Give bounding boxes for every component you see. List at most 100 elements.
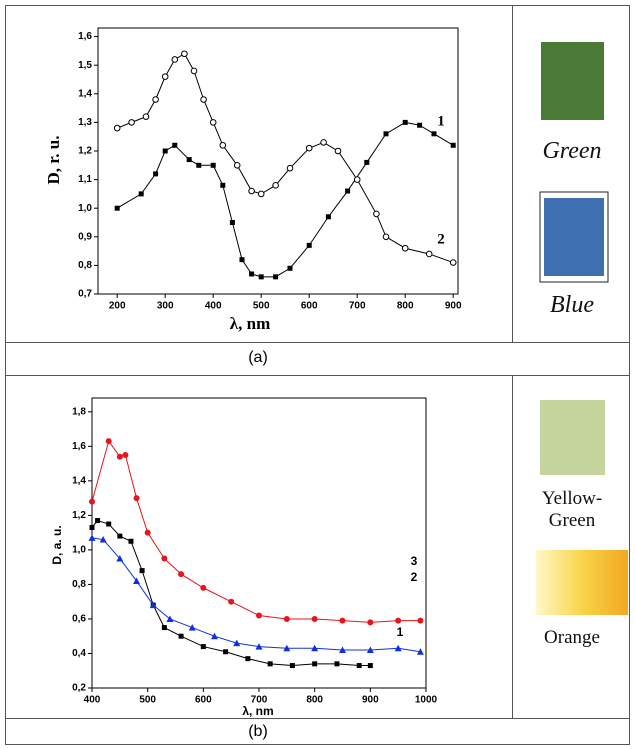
marker <box>320 139 327 146</box>
marker <box>220 182 226 188</box>
marker <box>305 144 313 152</box>
table-frame <box>5 5 630 745</box>
y-tick-label: 1,2 <box>72 510 86 521</box>
plot-frame <box>97 27 459 295</box>
marker <box>312 661 318 667</box>
x-tick-label: 200 <box>109 301 126 312</box>
marker <box>178 571 185 578</box>
marker <box>311 615 318 622</box>
marker <box>450 142 456 148</box>
marker <box>133 495 140 502</box>
y-tick-label: 0,6 <box>72 614 86 625</box>
marker <box>95 518 101 524</box>
y-tick-label: 1,3 <box>78 117 92 128</box>
x-axis-title: λ, nm <box>242 704 273 718</box>
marker <box>395 617 402 624</box>
marker <box>162 148 168 154</box>
marker <box>272 182 279 189</box>
marker <box>382 233 390 241</box>
marker <box>161 625 167 631</box>
y-tick-label: 1,6 <box>72 441 86 452</box>
marker <box>181 50 188 58</box>
swatch-label: Orange <box>544 627 600 648</box>
marker <box>345 188 351 194</box>
swatch-green <box>541 42 604 120</box>
marker <box>267 661 273 667</box>
y-tick-label: 1,0 <box>72 545 86 556</box>
marker <box>105 438 112 445</box>
marker <box>88 534 96 541</box>
marker <box>367 663 373 669</box>
y-tick-label: 0,7 <box>78 289 92 300</box>
marker <box>200 584 207 591</box>
marker <box>139 568 145 574</box>
y-tick-label: 1,5 <box>78 60 92 71</box>
y-tick-label: 0,8 <box>72 579 86 590</box>
marker <box>114 205 120 211</box>
marker <box>417 122 423 128</box>
marker <box>394 644 402 652</box>
marker <box>233 639 241 647</box>
marker <box>286 164 294 172</box>
series-label: 2 <box>411 570 418 584</box>
x-tick-label: 900 <box>445 301 462 312</box>
marker <box>255 643 263 650</box>
marker <box>416 648 424 655</box>
marker <box>99 536 107 543</box>
marker <box>356 663 362 669</box>
marker <box>289 663 295 669</box>
series-line <box>91 440 421 623</box>
marker <box>256 612 262 619</box>
marker <box>144 529 151 536</box>
swatch-label: Green <box>542 138 602 164</box>
marker <box>138 191 144 197</box>
y-tick-label: 1,4 <box>72 475 86 486</box>
series-label: 2 <box>437 231 445 247</box>
marker <box>257 190 265 198</box>
marker <box>367 619 374 626</box>
y-axis-title: D, a. u. <box>50 525 64 564</box>
x-tick-label: 400 <box>84 695 101 706</box>
y-tick-label: 1,1 <box>78 174 92 185</box>
series-label: 1 <box>437 113 445 129</box>
x-tick-label: 700 <box>251 695 268 706</box>
marker <box>258 274 264 280</box>
marker <box>153 171 159 177</box>
x-tick-label: 800 <box>397 301 414 312</box>
x-tick-label: 400 <box>205 301 222 312</box>
marker <box>210 632 218 640</box>
marker <box>311 644 319 652</box>
marker <box>210 162 216 168</box>
marker <box>128 119 135 126</box>
marker <box>383 131 389 137</box>
marker <box>186 157 192 163</box>
x-tick-label: 1000 <box>415 695 438 706</box>
y-tick-label: 1,6 <box>78 31 92 42</box>
marker <box>152 96 159 103</box>
marker <box>188 624 196 631</box>
x-tick-label: 500 <box>139 695 156 706</box>
x-tick-label: 600 <box>301 301 318 312</box>
marker <box>287 265 293 271</box>
marker <box>223 649 229 655</box>
series-line <box>116 121 454 278</box>
marker <box>149 601 157 609</box>
y-tick-label: 0,9 <box>78 231 92 242</box>
x-tick-label: 600 <box>195 695 212 706</box>
x-tick-label: 300 <box>157 301 174 312</box>
swatch-label: Blue <box>550 292 594 318</box>
swatch-label: Yellow-Green <box>541 488 603 531</box>
marker <box>366 646 374 654</box>
marker <box>401 244 409 252</box>
y-tick-label: 0,8 <box>78 260 92 271</box>
y-tick-label: 1,2 <box>78 146 92 157</box>
caption: (b) <box>248 723 268 740</box>
marker <box>229 219 235 225</box>
marker <box>190 67 198 75</box>
marker <box>178 633 184 639</box>
marker <box>273 274 279 280</box>
series-label: 1 <box>397 625 404 639</box>
marker <box>200 644 206 650</box>
marker <box>122 451 129 458</box>
